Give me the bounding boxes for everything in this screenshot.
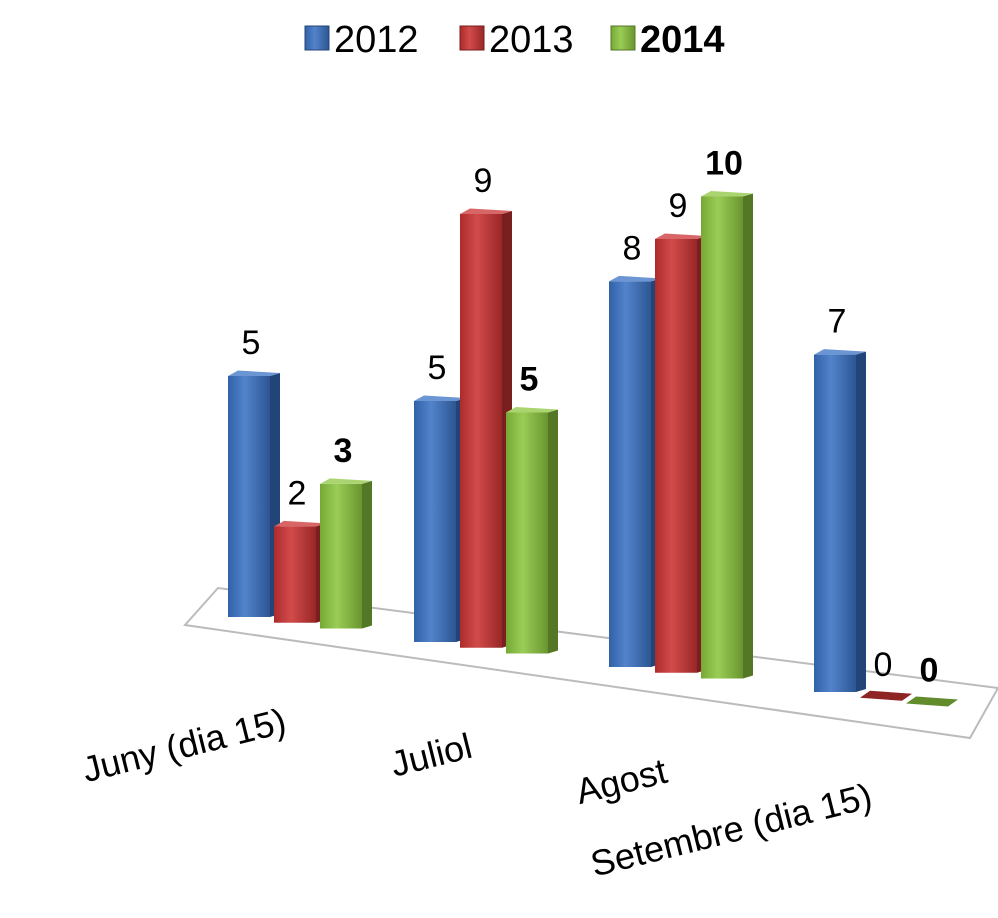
data-label-2013-2: 9	[474, 162, 493, 200]
chart-floor	[183, 586, 998, 740]
data-label-2014-2: 5	[520, 361, 539, 399]
legend-item-2012: 2012	[304, 19, 419, 61]
bar-2014-2	[506, 407, 558, 654]
data-label-2012-1: 5	[242, 324, 261, 362]
x-tick-label: Juliol	[386, 725, 476, 785]
data-label-2012-3: 8	[623, 229, 642, 267]
legend-label-2014: 2014	[640, 19, 725, 61]
bar-2012-4	[814, 349, 866, 692]
bar-2012-2	[414, 395, 466, 642]
bar-2012-1	[228, 370, 280, 617]
legend-item-2013: 2013	[459, 19, 574, 61]
data-label-2014-1: 3	[334, 432, 353, 470]
x-tick-label: Agost	[572, 750, 671, 812]
bar-2014-3	[701, 191, 753, 679]
data-label-2012-4: 7	[828, 303, 847, 341]
data-label-2012-2: 5	[428, 349, 447, 387]
legend-label-2013: 2013	[489, 19, 574, 61]
legend-label-2012: 2012	[334, 19, 419, 61]
data-label-2014-4: 0	[920, 652, 939, 690]
bar-2012-3	[609, 275, 661, 667]
legend-swatch-2012	[304, 25, 330, 51]
data-label-2013-4: 0	[874, 646, 893, 684]
bar-2014-4	[906, 696, 958, 707]
data-label-2013-1: 2	[288, 474, 307, 512]
legend-swatch-2013	[459, 25, 485, 51]
legend: 2012 2013 2014	[304, 19, 725, 61]
data-label-2013-3: 9	[669, 187, 688, 225]
data-label-2014-3: 10	[705, 145, 743, 183]
bar-2013-1	[274, 520, 326, 623]
bars-group	[228, 191, 958, 707]
bar-2013-4	[860, 690, 912, 701]
legend-swatch-2014	[610, 25, 636, 51]
legend-item-2014: 2014	[610, 19, 725, 61]
bar-2013-3	[655, 233, 707, 673]
bar-2013-2	[460, 208, 512, 648]
x-tick-label: Juny (dia 15)	[78, 700, 290, 790]
bar-2014-1	[320, 478, 372, 629]
